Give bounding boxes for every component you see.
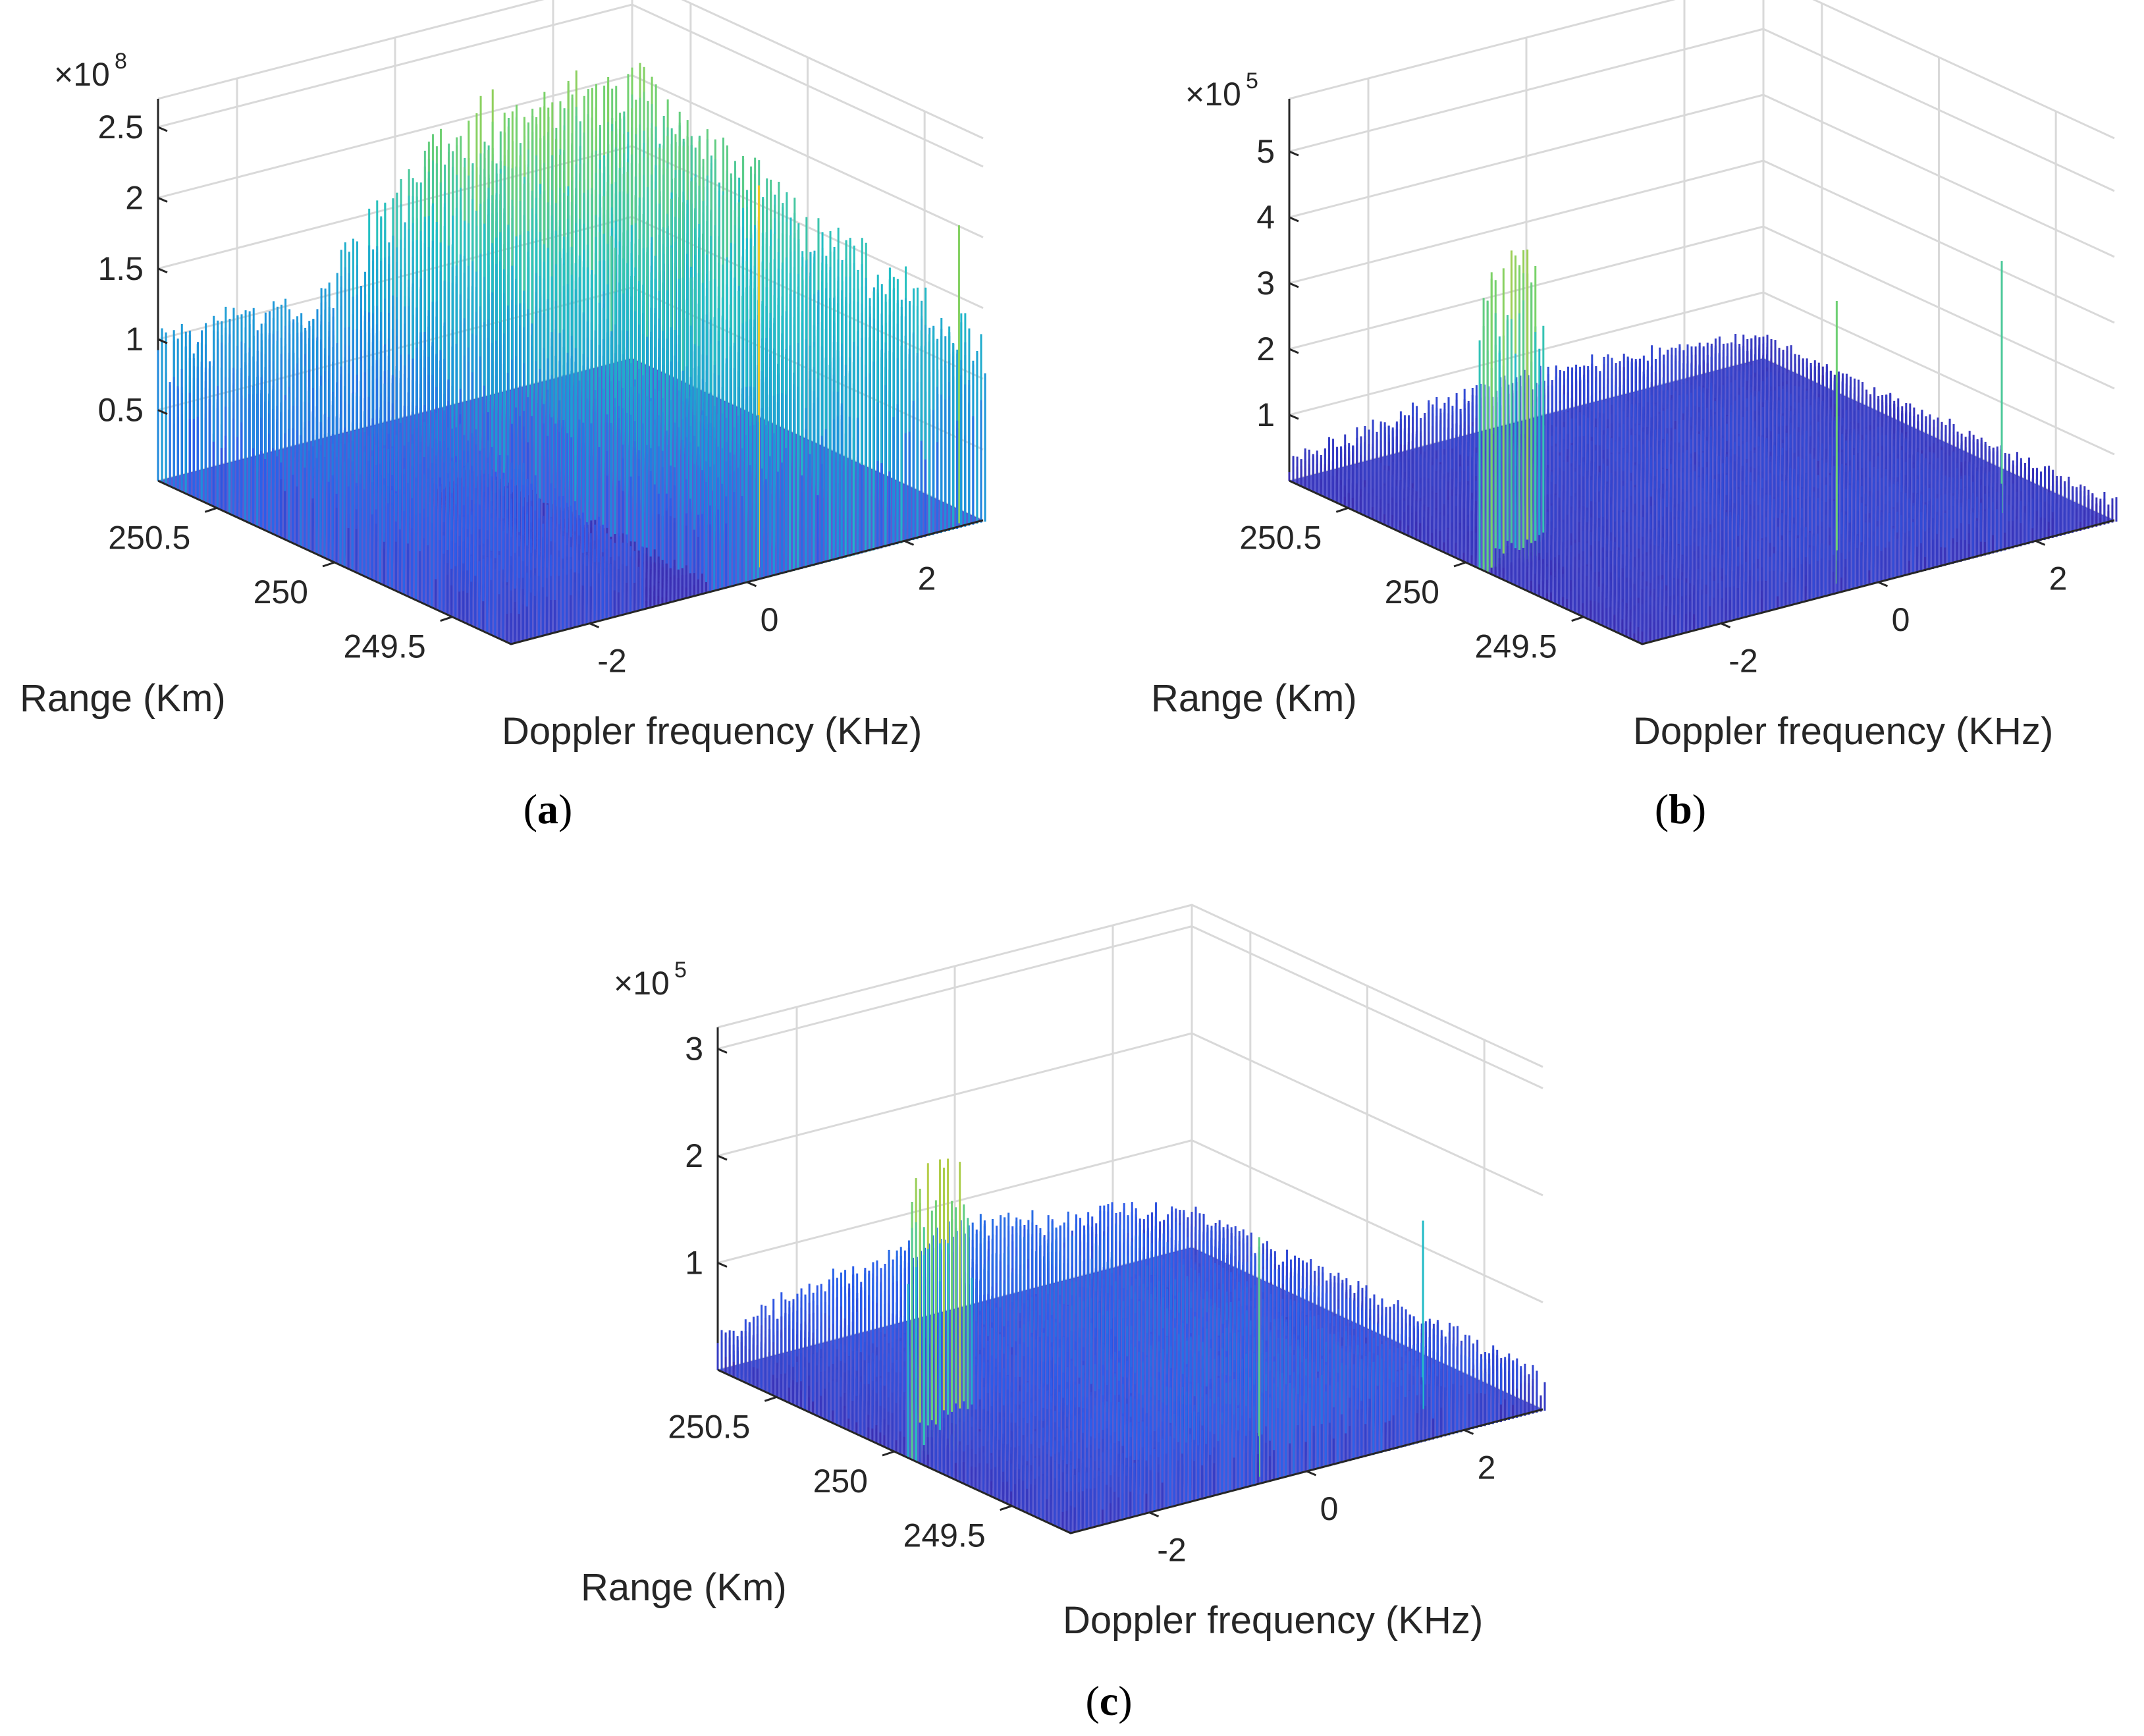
z-exponent-power: 5 [1246,68,1258,94]
panel-a: 0.5 1 1.5 2 2.5 250.5 250 249.5 -2 0 2 ×10 8 Range (K… [20,0,985,832]
x-axis-label: Range (Km) [20,677,226,720]
x-tick-label: 249.5 [344,628,426,665]
z-tick-label: 1 [685,1245,703,1282]
z-exponent-label: ×10 [1185,76,1241,113]
z-tick-label: 5 [1256,133,1275,170]
y-tick-label: -2 [1157,1532,1186,1569]
z-tick-label: 3 [1256,265,1275,302]
z-tick-label: 2.5 [97,109,144,146]
z-exponent-power: 5 [674,958,687,983]
panel-caption: (a) [523,786,573,832]
panel-caption: (b) [1655,786,1706,832]
y-tick-label: 0 [1320,1490,1339,1527]
z-tick-label: 1.5 [97,250,144,287]
z-exponent-power: 8 [115,49,127,74]
x-tick-label: 250 [813,1463,868,1500]
z-tick-label: 2 [125,179,144,216]
panel-c: 1 2 3 250.5 250 249.5 -2 0 2 ×10 5 Range (Km) Dopple… [581,905,1545,1724]
x-tick-label: 250 [1385,574,1439,610]
x-tick-label: 249.5 [1475,628,1557,665]
z-tick-label: 1 [1256,396,1275,433]
z-tick-label: 3 [685,1031,703,1068]
x-tick-label: 249.5 [903,1517,986,1554]
panel-caption: (c) [1085,1677,1132,1724]
z-exponent-label: ×10 [54,56,110,93]
y-axis-label: Doppler frequency (KHz) [1633,710,2053,753]
y-tick-label: -2 [597,643,626,680]
surface-a [158,63,985,644]
y-axis-label: Doppler frequency (KHz) [1063,1599,1483,1642]
y-tick-label: 2 [918,560,936,597]
z-tick-label: 0.5 [97,392,144,429]
x-tick-label: 250 [254,574,308,610]
x-tick-label: 250.5 [108,519,190,556]
z-tick-label: 4 [1256,199,1275,236]
x-axis-label: Range (Km) [1151,677,1357,720]
z-tick-label: 2 [685,1137,703,1174]
z-tick-label: 1 [125,321,144,358]
y-tick-label: 0 [761,601,779,638]
z-tick-label: 2 [1256,331,1275,367]
z-exponent-label: ×10 [614,965,670,1002]
y-axis-label: Doppler frequency (KHz) [502,710,922,753]
y-tick-label: 0 [1892,601,1910,638]
x-axis-label: Range (Km) [581,1566,787,1609]
y-tick-label: 2 [2049,560,2068,597]
x-tick-label: 250.5 [1239,519,1322,556]
y-tick-label: 2 [1478,1449,1496,1486]
x-tick-label: 250.5 [668,1408,750,1445]
y-tick-label: -2 [1729,643,1757,680]
